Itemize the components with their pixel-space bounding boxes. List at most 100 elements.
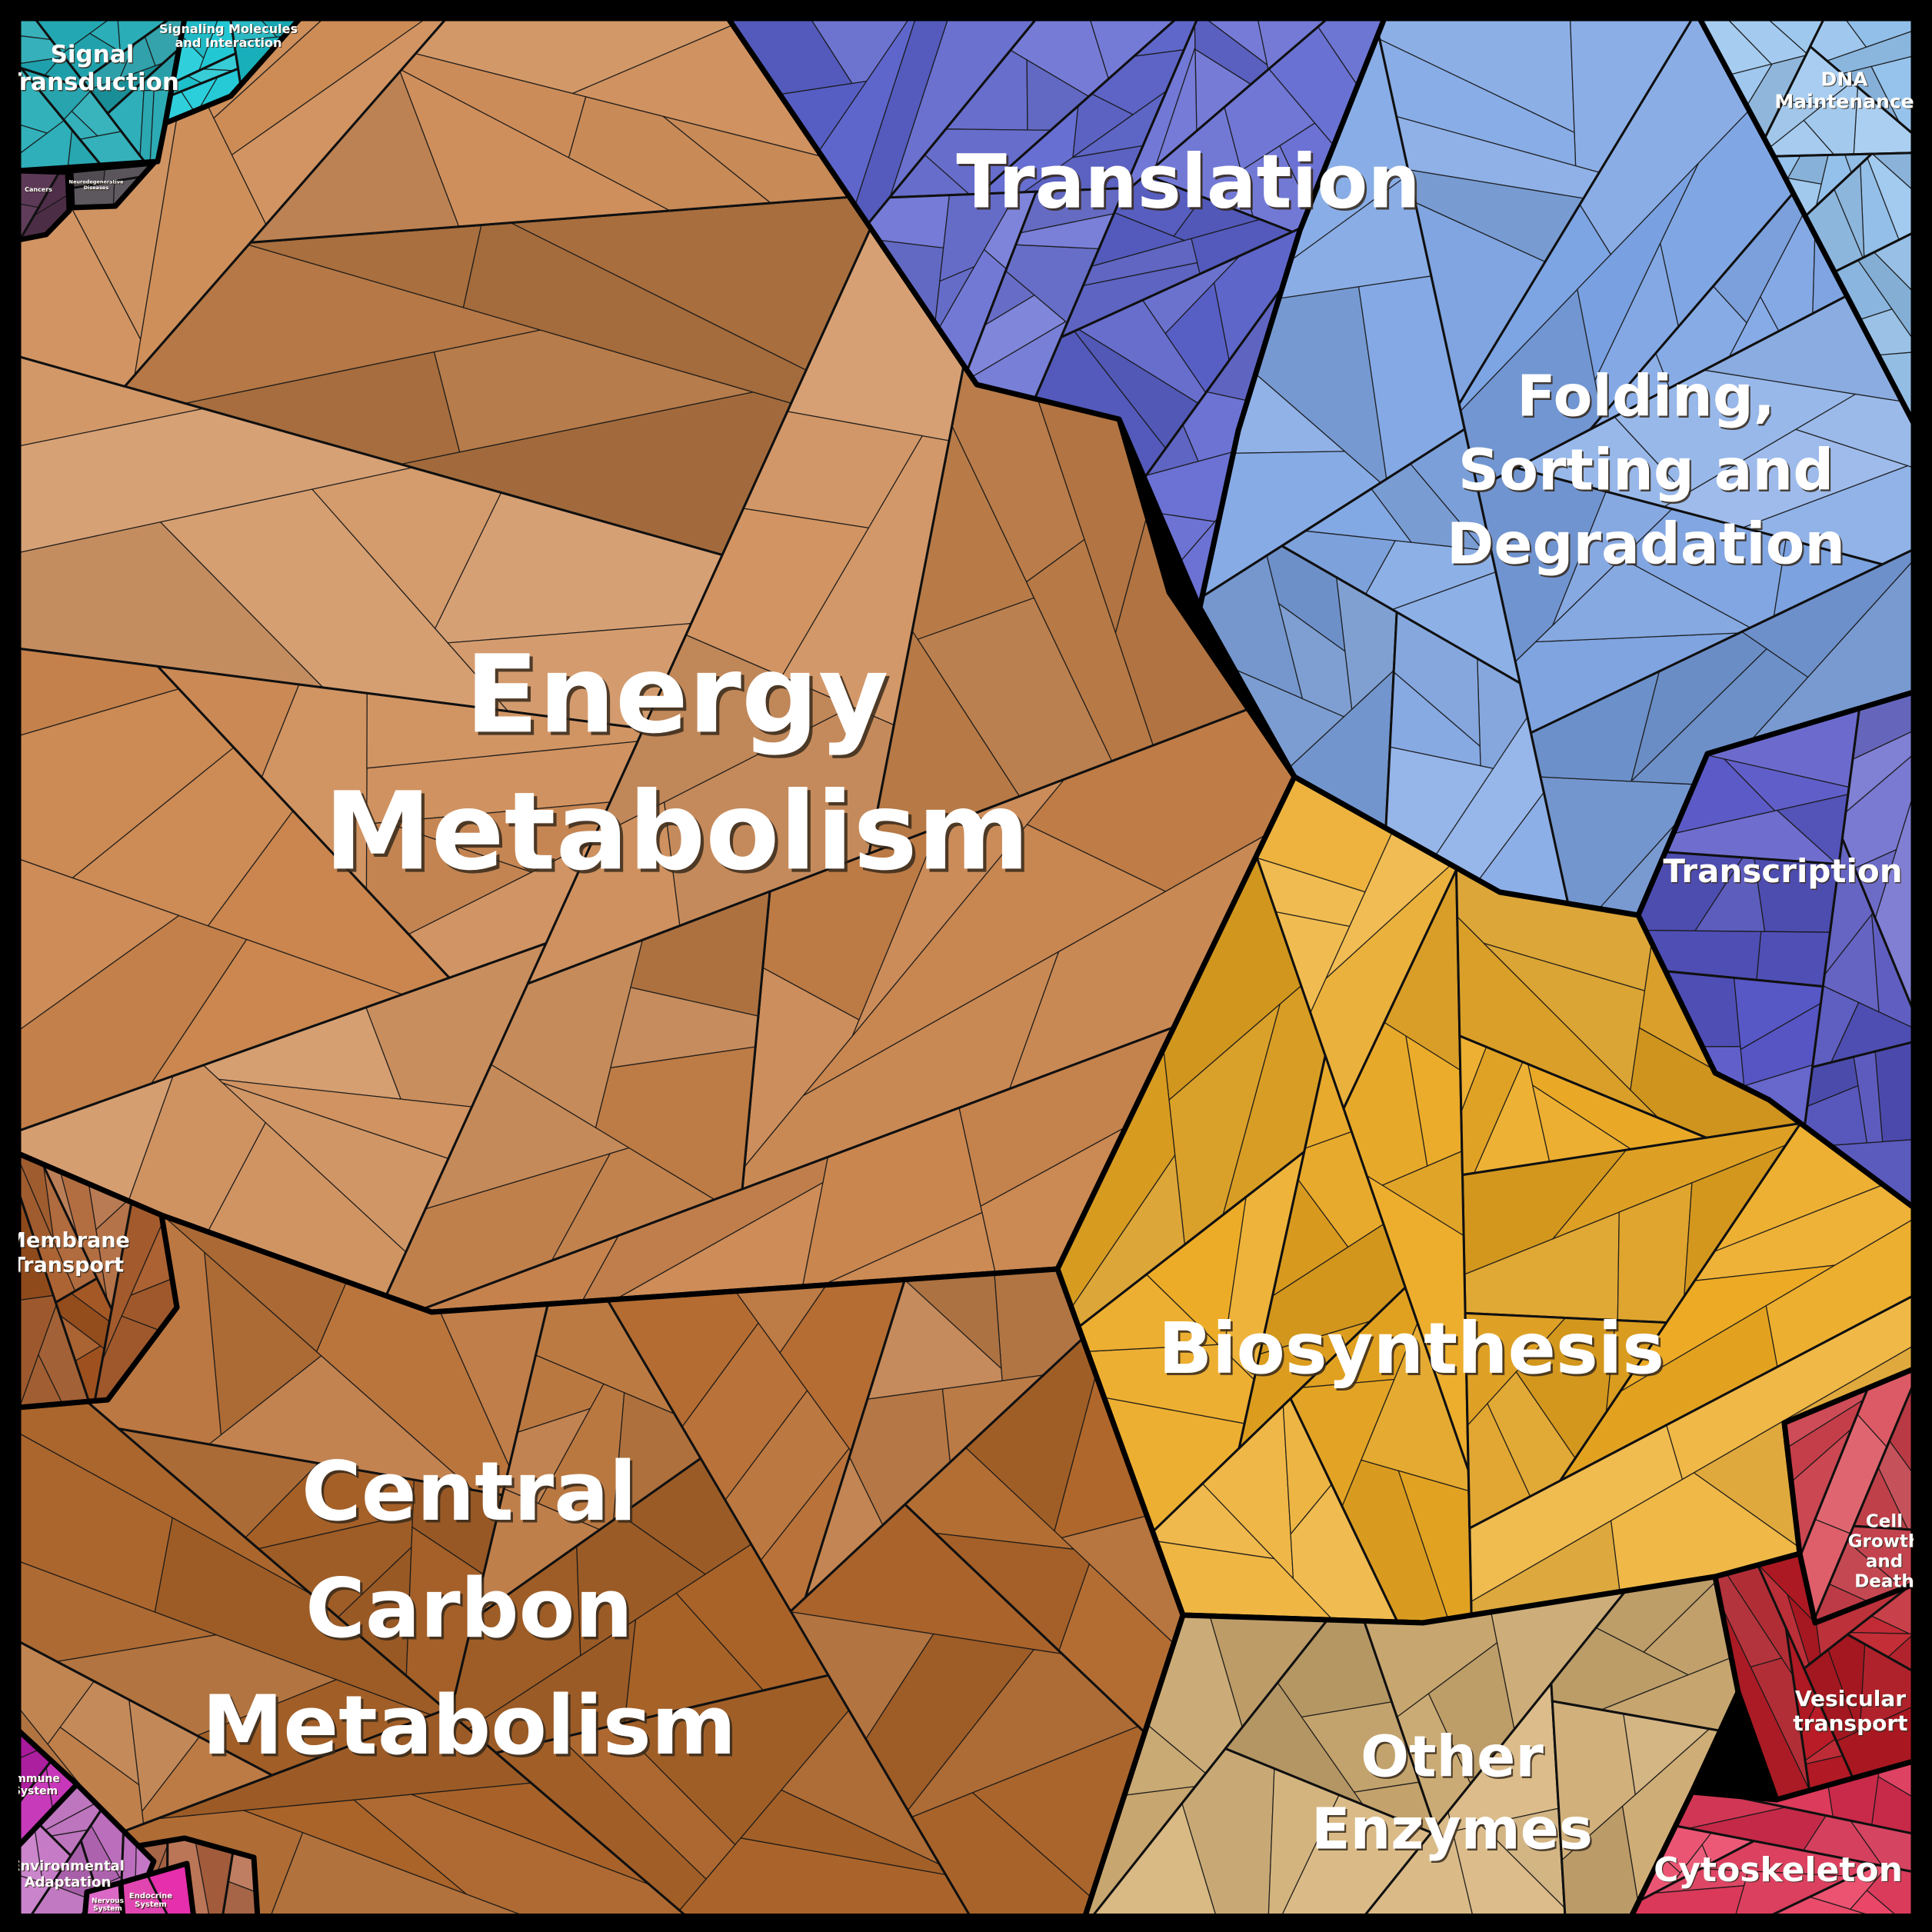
- label-shadow: Cell: [1867, 1512, 1904, 1532]
- label-shadow: Translation: [958, 141, 1422, 227]
- label-text: Cytoskeleton: [1654, 1850, 1903, 1890]
- region-label-neurodegenerative-diseases: NeurodegenerativeNeurodegenerativeDiseas…: [69, 179, 125, 192]
- region-endocrine-system[interactable]: [118, 1860, 197, 1921]
- label-shadow: System: [94, 1906, 123, 1914]
- label-shadow: Folding,: [1518, 365, 1777, 431]
- label-text: System: [93, 1905, 122, 1913]
- label-shadow: Carbon: [308, 1564, 635, 1658]
- label-shadow: Central: [304, 1447, 639, 1541]
- label-text: Diseases: [84, 185, 109, 191]
- label-text: Transport: [12, 1254, 124, 1277]
- label-text: Endocrine: [129, 1892, 172, 1900]
- region-label-environmental-adaptation: EnvironmentalEnvironmentalAdaptationAdap…: [11, 1858, 125, 1891]
- label-shadow: Endocrine: [130, 1893, 173, 1901]
- region-neurodegenerative-diseases[interactable]: [68, 160, 157, 211]
- label-text: Enzymes: [1311, 1797, 1593, 1863]
- label-shadow: Transcription: [1664, 853, 1904, 891]
- label-text: Signaling Molecules: [159, 22, 298, 36]
- label-text: transport: [1793, 1710, 1907, 1736]
- label-text: Carbon: [305, 1561, 633, 1656]
- label-text: System: [135, 1900, 167, 1909]
- label-text: and Interaction: [175, 35, 282, 50]
- label-shadow: System: [135, 1901, 168, 1910]
- label-text: Death: [1854, 1571, 1914, 1591]
- region-biosynthesis[interactable]: [1054, 774, 1917, 1626]
- region-energy[interactable]: [15, 15, 1297, 1315]
- label-shadow: and: [1867, 1552, 1904, 1572]
- label-shadow: Energy: [468, 636, 892, 761]
- region-cytoskeleton[interactable]: [1627, 1758, 1917, 1921]
- region-outline-neurodegenerative-diseases: [68, 160, 157, 211]
- label-shadow: Immune: [12, 1774, 61, 1786]
- label-shadow: Cytoskeleton: [1654, 1851, 1904, 1890]
- label-shadow: Sorting and: [1460, 439, 1835, 505]
- label-text: Metabolism: [324, 769, 1029, 894]
- region-translation[interactable]: [725, 15, 1387, 611]
- label-shadow: Adaptation: [25, 1875, 112, 1891]
- region-dna-maintenance[interactable]: [1697, 15, 1917, 426]
- region-cell-growth-death[interactable]: [1781, 1366, 1917, 1626]
- label-shadow: Metabolism: [328, 773, 1033, 898]
- label-text: Degradation: [1447, 511, 1845, 578]
- label-shadow: Biosynthesis: [1161, 1310, 1667, 1392]
- label-text: Cell: [1866, 1511, 1903, 1531]
- regions-layer: [15, 15, 1917, 1921]
- region-cancers[interactable]: [15, 168, 72, 243]
- label-shadow: Diseases: [85, 185, 110, 192]
- label-text: Transcription: [1663, 852, 1902, 890]
- treemap-cell[interactable]: [1277, 603, 1353, 718]
- label-text: Metabolism: [202, 1678, 737, 1773]
- label-text: Neurodegenerative: [69, 179, 124, 185]
- label-shadow: Signaling Molecules: [160, 22, 298, 37]
- treemap-cell[interactable]: [365, 821, 532, 935]
- label-shadow: Membrane: [6, 1230, 131, 1254]
- label-shadow: Environmental: [12, 1859, 125, 1875]
- region-label-central-carbon: CentralCentralCarbonCarbonMetabolismMeta…: [202, 1444, 739, 1775]
- label-shadow: Transduction: [6, 69, 180, 97]
- label-text: Maintenance: [1774, 91, 1914, 113]
- label-text: DNA: [1820, 68, 1868, 91]
- label-shadow: System: [14, 1786, 58, 1798]
- label-text: Vesicular: [1795, 1686, 1906, 1711]
- label-text: Folding,: [1517, 364, 1775, 430]
- label-shadow: Nervous: [92, 1898, 125, 1906]
- label-shadow: Degradation: [1448, 513, 1847, 579]
- label-text: System: [13, 1785, 58, 1797]
- label-text: and: [1866, 1551, 1903, 1571]
- label-shadow: Maintenance: [1776, 92, 1915, 114]
- label-shadow: Cancers: [25, 187, 53, 194]
- label-text: Cancers: [25, 186, 52, 193]
- label-shadow: Death: [1855, 1572, 1915, 1592]
- label-shadow: Vesicular: [1796, 1687, 1907, 1712]
- region-other-enzymes[interactable]: [1081, 1574, 1741, 1921]
- region-signaling-molecules[interactable]: [162, 15, 303, 126]
- label-text: Biosynthesis: [1158, 1307, 1664, 1390]
- label-shadow: DNA: [1822, 69, 1870, 92]
- region-vesicular-transport[interactable]: [1712, 1551, 1917, 1803]
- label-text: Adaptation: [25, 1874, 112, 1890]
- region-membrane-transport[interactable]: [15, 1151, 180, 1411]
- treemap-cell[interactable]: [18, 688, 235, 879]
- label-shadow: Other: [1362, 1726, 1545, 1792]
- label-shadow: Signal: [52, 42, 135, 69]
- label-shadow: Transport: [12, 1254, 125, 1278]
- label-text: Other: [1361, 1724, 1544, 1790]
- treemap-cell[interactable]: [1756, 931, 1831, 988]
